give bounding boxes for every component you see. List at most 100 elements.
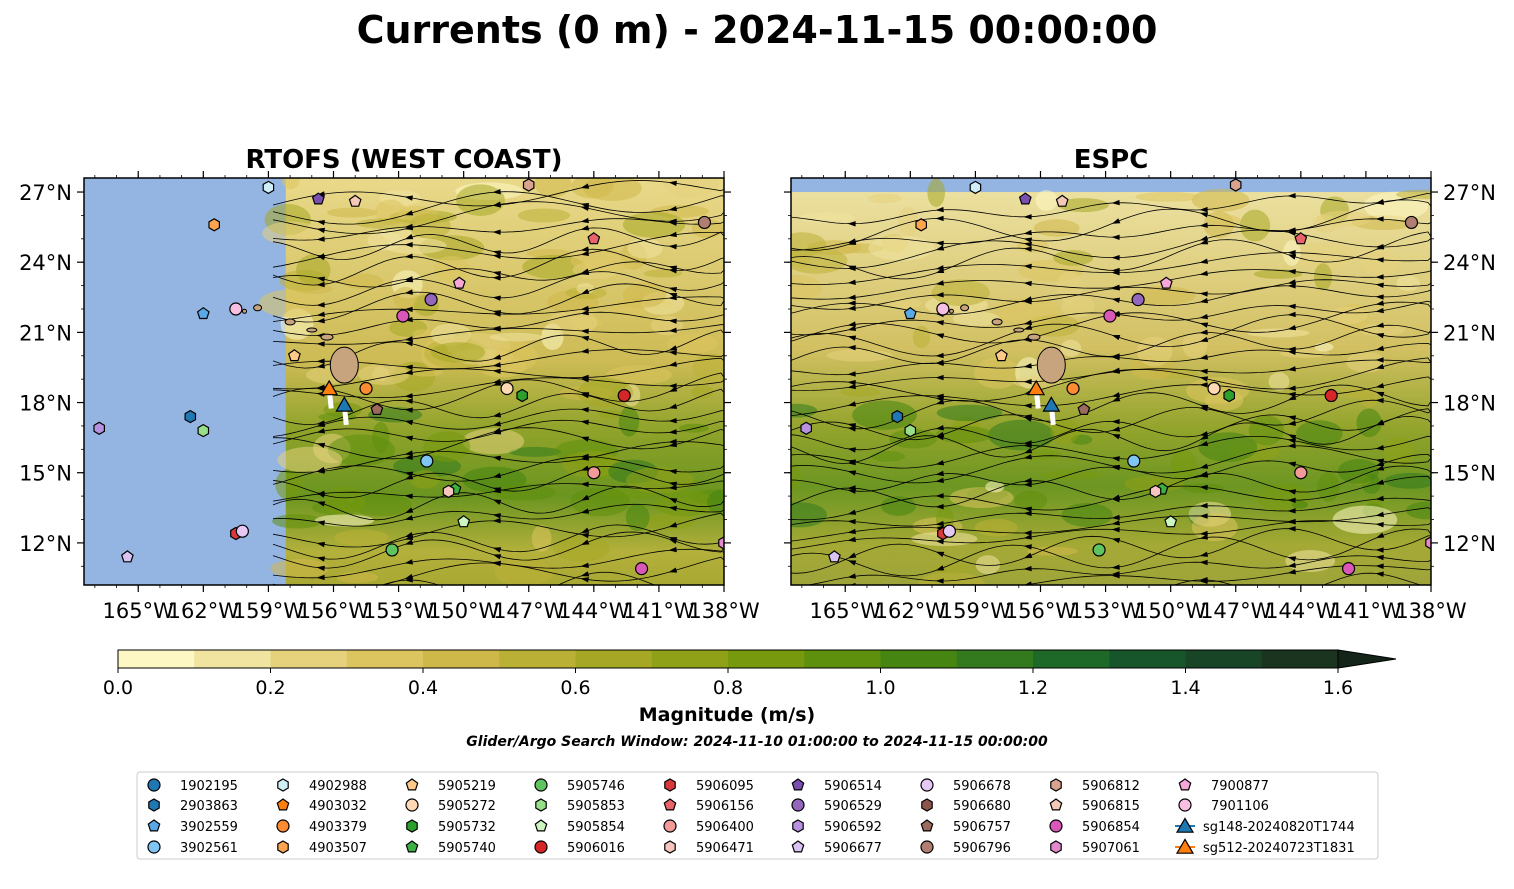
streamline-arrow	[1288, 592, 1296, 597]
streamline-arrow	[404, 242, 413, 248]
platform-5906854	[634, 562, 649, 576]
streamline-arrow	[1111, 564, 1120, 570]
legend-entry: 5907061	[1050, 840, 1140, 856]
streamline-arrow	[668, 386, 678, 392]
streamline-arrow	[847, 509, 857, 515]
legend-entry: 5906757	[920, 819, 1011, 835]
platform-5906529	[424, 293, 438, 307]
magnitude-patch	[868, 235, 935, 261]
magnitude-patch	[840, 387, 881, 397]
magnitude-patch	[935, 426, 993, 444]
magnitude-patch	[898, 206, 919, 237]
streamline-arrow	[1287, 366, 1296, 372]
streamline-arrow	[492, 427, 502, 433]
legend-marker	[664, 778, 676, 792]
magnitude-patch	[275, 469, 303, 500]
streamline-arrow	[1199, 297, 1209, 304]
legend-marker	[147, 840, 161, 854]
streamline-arrow	[316, 386, 325, 392]
legend-label: sg512-20240723T1831	[1203, 841, 1355, 856]
streamline	[272, 248, 724, 286]
streamline-arrow	[492, 499, 502, 505]
streamline-arrow	[580, 508, 590, 514]
streamline-arrow	[1023, 481, 1032, 488]
streamline-arrow	[404, 398, 413, 404]
streamline-arrow	[935, 215, 944, 222]
legend-marker	[405, 778, 419, 791]
y-tick-label: 24°N	[19, 251, 72, 275]
streamline-arrow	[1199, 291, 1208, 297]
magnitude-patch	[1198, 432, 1258, 462]
streamline	[791, 357, 1431, 402]
streamline-arrow	[580, 532, 589, 539]
magnitude-patch	[791, 274, 823, 301]
streamline-arrow	[316, 565, 325, 571]
platform-sg148-20240820T1744	[1042, 396, 1061, 412]
streamline-arrow	[668, 505, 677, 512]
legend-box	[136, 771, 1379, 860]
streamline-arrow	[1375, 522, 1384, 528]
magnitude-patch	[625, 503, 650, 532]
streamline-arrow	[1199, 235, 1209, 241]
streamline-arrow	[668, 350, 677, 356]
magnitude-patch	[358, 363, 410, 385]
streamline	[791, 285, 1431, 315]
colorbar-segment	[956, 650, 1034, 668]
streamline-arrow	[580, 392, 589, 399]
magnitude-patch	[1035, 190, 1058, 211]
legend-label: 5906400	[696, 820, 754, 835]
magnitude-patch	[548, 310, 598, 335]
streamline-arrow	[847, 294, 856, 301]
streamline-arrow	[847, 518, 856, 525]
legend-label: 4902988	[309, 779, 367, 794]
streamline-arrow	[580, 269, 590, 275]
magnitude-patch	[509, 446, 562, 457]
streamline-arrow	[1287, 569, 1297, 575]
platform-5906812	[522, 178, 535, 192]
magnitude-patch	[880, 496, 916, 516]
legend-entry: 5905746	[534, 778, 625, 794]
island	[242, 308, 247, 314]
colorbar-tick-label: 1.2	[1018, 677, 1048, 699]
platform-markers	[93, 178, 724, 576]
streamline-arrow	[1287, 442, 1296, 449]
magnitude-patch	[1346, 351, 1386, 373]
streamline-arrow	[668, 327, 677, 334]
legend-marker	[792, 819, 804, 833]
streamline-arrow	[492, 487, 501, 494]
streamline-arrow	[1375, 216, 1384, 222]
search-window-note: Glider/Argo Search Window: 2024-11-10 01…	[466, 734, 1048, 750]
legend-label: 1902195	[180, 779, 238, 794]
magnitude-patch	[1053, 250, 1094, 266]
island	[1027, 333, 1041, 341]
streamline-arrow	[492, 380, 502, 386]
streamline-arrow	[580, 205, 590, 212]
platform-7901106	[229, 302, 243, 316]
y-tick-label: 21°N	[19, 321, 72, 345]
streamline	[272, 201, 724, 235]
colorbar-segment	[1033, 650, 1110, 668]
y-tick-label: 12°N	[19, 532, 72, 556]
streamline	[272, 311, 724, 336]
streamline-arrow	[1023, 414, 1032, 420]
streamline-arrow	[1023, 530, 1032, 536]
streamline-arrow	[404, 306, 413, 313]
colorbar-segment	[1185, 650, 1263, 668]
streamline-arrow	[492, 229, 501, 235]
streamline-arrow	[1375, 294, 1384, 300]
streamlines	[791, 192, 1431, 597]
legend-marker	[534, 778, 548, 792]
streamline-arrow	[580, 407, 589, 413]
streamline-arrow	[668, 205, 678, 212]
platform-5905732	[1223, 388, 1235, 403]
magnitude-patch	[1240, 209, 1271, 242]
legend-entry: 7900877	[1178, 778, 1269, 794]
platform-2903863	[184, 409, 197, 424]
streamline-arrow	[1199, 513, 1208, 519]
streamline-arrow	[1111, 464, 1120, 471]
streamline	[272, 419, 724, 445]
streamline-arrow	[1375, 363, 1385, 369]
island	[949, 308, 954, 314]
magnitude-patch	[852, 400, 917, 430]
streamline	[272, 377, 724, 399]
